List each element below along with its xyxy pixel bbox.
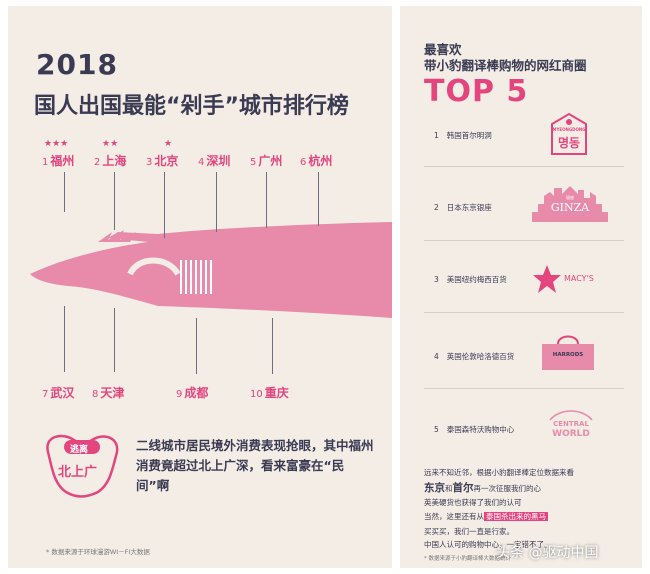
knife-illustration (30, 222, 392, 318)
city-label: 1 福州 (42, 154, 75, 168)
knife-serration (98, 230, 136, 242)
city-label: 9 成都 (176, 386, 209, 400)
knife-handle-stripes (180, 260, 212, 294)
leader-line (64, 306, 65, 372)
ranking-description: 二线城市居民境外消费表现抢眼，其中福州消费竟超过北上广深，看来富豪在“民间”啊 (136, 438, 374, 493)
city-stars: ★★★ (44, 139, 69, 149)
summary-line: 买买买，我们一直是行家。 (424, 527, 514, 536)
divider (424, 240, 624, 241)
escape-badge-icon (46, 434, 119, 498)
summary-line: 东京和首尔再一次征服我们的心 (424, 482, 541, 494)
leader-line (318, 172, 319, 226)
summary-line: 中国人认可的购物中心，一定错不了。 (424, 540, 552, 549)
right-panel: 最喜欢 带小豹翻译棒购物的网红商圈 TOP 5 1 韩国首尔明洞 MYEONGDO… (400, 6, 642, 568)
leader-line (272, 318, 273, 374)
city-label: 3 北京 (146, 154, 179, 168)
ginza-logo: 银座 GINZA (532, 182, 608, 222)
city-label: 10 重庆 (250, 386, 289, 400)
leader-line (114, 308, 115, 372)
city-stars: ★★ (102, 139, 119, 149)
leader-line (64, 172, 65, 212)
macys-logo: MACY'S (532, 264, 612, 294)
summary-line: 当然，这里还有从 泰国杀出来的黑马 (424, 512, 548, 521)
summary-line: 英美硬货也获得了我们的认可 (424, 498, 522, 507)
badge-main-text: 北上广 (58, 465, 98, 480)
city-stars: ★ (164, 139, 173, 149)
shopping-bag-icon (542, 335, 594, 370)
knife-hook (127, 257, 181, 276)
mall-item: 5 泰国森特沃购物中心 (434, 425, 515, 434)
leader-line (266, 172, 267, 228)
watermark: 头条 @驱动中国 (496, 545, 599, 561)
star-icon (533, 265, 561, 293)
mall-item: 4 英国伦敦哈洛德百货 (434, 352, 515, 361)
leader-line (216, 172, 217, 232)
central-world-logo: CENTRAL WORLD (546, 408, 596, 446)
divider (424, 312, 624, 313)
city-label: 8 天津 (92, 386, 125, 400)
mall-item: 3 美国纽约梅西百货 (434, 275, 507, 284)
left-source-note: * 数据来源于环球漫游WI－FI大数据 (46, 548, 150, 556)
harrods-logo: HARRODS (540, 332, 596, 372)
leader-line (196, 318, 197, 374)
leader-line (114, 172, 115, 230)
divider (424, 166, 624, 167)
ranking-title: 国人出国最能“剁手”城市排行榜 (34, 94, 349, 119)
divider (424, 388, 624, 389)
year-heading: 2018 (36, 48, 118, 81)
highlight-badge: 泰国杀出来的黑马 (484, 512, 548, 521)
city-label: 5 广州 (250, 154, 283, 168)
city-label: 7 武汉 (42, 386, 75, 400)
city-label: 4 深圳 (198, 154, 231, 168)
city-label: 6 杭州 (300, 154, 333, 168)
summary-line: 远来不知近邻，根据小豹翻译棒定位数据来看 (424, 468, 574, 477)
top5-subtitle-line1: 最喜欢 (424, 42, 462, 57)
badge-top-text: 逃离 (70, 445, 89, 455)
right-source-note: * 数据来源于小豹翻译棒大数据统计 (424, 556, 511, 562)
mall-item: 1 韩国首尔明洞 (434, 131, 492, 140)
mall-item: 2 日本东京银座 (434, 203, 492, 212)
top5-subtitle-line2: 带小豹翻译棒购物的网红商圈 (424, 58, 587, 73)
city-label: 2 上海 (94, 154, 127, 168)
myeongdong-logo: MYEONGDONG 명동 (548, 110, 590, 156)
leader-line (164, 172, 165, 238)
top5-heading: TOP 5 (424, 74, 529, 109)
